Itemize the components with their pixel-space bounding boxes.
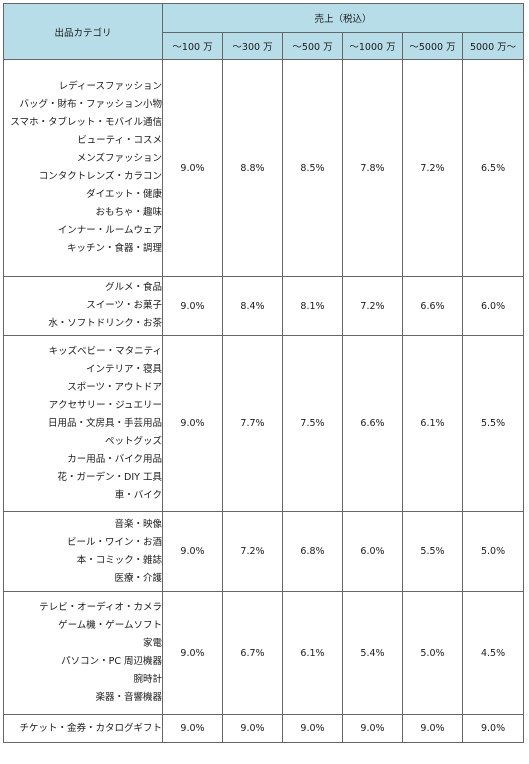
rate-cell: 8.1% xyxy=(282,276,343,336)
category-item: おもちゃ・趣味 xyxy=(95,207,162,218)
category-item: 腕時計 xyxy=(133,674,162,685)
category-cell: キッズベビー・マタニティ インテリア・寝具 スポーツ・アウトドア アクセサリー・… xyxy=(3,335,163,512)
rate-cell: 5.4% xyxy=(342,591,403,715)
rate-cell: 6.6% xyxy=(402,276,463,336)
category-item: コンタクトレンズ・カラコン xyxy=(38,171,162,182)
category-item: 車・バイク xyxy=(114,489,162,501)
rate-cell: 7.2% xyxy=(222,511,283,592)
tier-header: ～300 万 xyxy=(222,32,283,60)
rate-cell: 8.4% xyxy=(222,276,283,336)
category-item: ビール・ワイン・お酒 xyxy=(66,536,162,548)
rate-cell: 9.0% xyxy=(162,714,223,743)
category-item: 花・ガーデン・DIY 工具 xyxy=(57,471,162,483)
tier-header: ～5000 万 xyxy=(402,32,463,60)
rate-cell: 8.5% xyxy=(282,59,343,277)
category-item: ビューティ・コスメ xyxy=(77,135,162,146)
table-row: グルメ・食品 スイーツ・お菓子 水・ソフトドリンク・お茶 9.0% 8.4% 8… xyxy=(3,276,525,336)
category-cell: テレビ・オーディオ・カメラ ゲーム機・ゲームソフト 家電 パソコン・PC 周辺機… xyxy=(3,591,163,715)
rate-cell: 5.0% xyxy=(402,591,463,715)
category-item: ペットグッズ xyxy=(104,435,162,447)
rate-cell: 9.0% xyxy=(162,511,223,592)
category-item: アクセサリー・ジュエリー xyxy=(48,399,162,411)
rate-cell: 6.0% xyxy=(342,511,403,592)
rate-cell: 8.8% xyxy=(222,59,283,277)
rate-cell: 6.5% xyxy=(461,59,525,277)
category-item: 水・ソフトドリンク・お茶 xyxy=(48,318,162,329)
fee-rate-table: 出品カテゴリ 売上（税込） ～100 万 ～300 万 ～500 万 ～1000… xyxy=(3,3,525,743)
rate-cell: 6.6% xyxy=(342,335,403,512)
rate-cell: 5.5% xyxy=(402,511,463,592)
category-item: インナー・ルームウェア xyxy=(57,225,162,236)
rate-cell: 6.1% xyxy=(402,335,463,512)
tier-header: ～100 万 xyxy=(162,32,223,60)
category-item: レディースファッション xyxy=(58,81,162,92)
tier-header: ～1000 万 xyxy=(342,32,403,60)
category-column-header: 出品カテゴリ xyxy=(3,3,163,60)
rate-cell: 9.0% xyxy=(162,276,223,336)
rate-cell: 6.8% xyxy=(282,511,343,592)
category-cell: グルメ・食品 スイーツ・お菓子 水・ソフトドリンク・お茶 xyxy=(3,276,163,336)
rate-cell: 5.5% xyxy=(461,335,525,512)
category-item: 日用品・文房具・手芸用品 xyxy=(47,417,162,429)
category-item: チケット・金券・カタログギフト xyxy=(19,722,162,734)
rate-cell: 9.0% xyxy=(342,714,403,743)
category-item: スマホ・タブレット・モバイル通信 xyxy=(10,117,162,128)
category-item: グルメ・食品 xyxy=(104,282,162,293)
category-item: パソコン・PC 周辺機器 xyxy=(61,656,162,667)
category-cell: レディースファッション バッグ・財布・ファッション小物 スマホ・タブレット・モバ… xyxy=(3,59,163,277)
category-item: バッグ・財布・ファッション小物 xyxy=(19,99,162,110)
table-header: 出品カテゴリ 売上（税込） ～100 万 ～300 万 ～500 万 ～1000… xyxy=(3,3,525,60)
rate-cell: 5.0% xyxy=(461,511,525,592)
rate-cell: 6.1% xyxy=(282,591,343,715)
rate-cell: 6.7% xyxy=(222,591,283,715)
tier-header: 5000 万～ xyxy=(461,32,525,60)
category-item: インテリア・寝具 xyxy=(85,363,162,375)
category-item: メンズファッション xyxy=(76,153,162,164)
rate-cell: 9.0% xyxy=(461,714,525,743)
category-item: 家電 xyxy=(142,638,162,649)
fee-table-container: 出品カテゴリ 売上（税込） ～100 万 ～300 万 ～500 万 ～1000… xyxy=(3,3,525,743)
category-item: スイーツ・お菓子 xyxy=(86,300,162,311)
category-item: 楽器・音響機器 xyxy=(95,692,162,703)
category-item: テレビ・オーディオ・カメラ xyxy=(39,602,162,613)
table-row: レディースファッション バッグ・財布・ファッション小物 スマホ・タブレット・モバ… xyxy=(3,59,525,277)
category-item: カー用品・バイク用品 xyxy=(67,453,162,465)
rate-cell: 7.2% xyxy=(402,59,463,277)
category-cell: 音楽・映像 ビール・ワイン・お酒 本・コミック・雑誌 医療・介護 xyxy=(3,511,163,592)
table-row: キッズベビー・マタニティ インテリア・寝具 スポーツ・アウトドア アクセサリー・… xyxy=(3,335,525,512)
category-item: 医療・介護 xyxy=(114,572,162,584)
category-item: ダイエット・健康 xyxy=(86,189,162,200)
table-row: テレビ・オーディオ・カメラ ゲーム機・ゲームソフト 家電 パソコン・PC 周辺機… xyxy=(3,591,525,715)
rate-cell: 9.0% xyxy=(222,714,283,743)
rate-cell: 4.5% xyxy=(461,591,525,715)
rate-cell: 7.5% xyxy=(282,335,343,512)
category-item: キッチン・食器・調理 xyxy=(66,243,162,254)
table-body: レディースファッション バッグ・財布・ファッション小物 スマホ・タブレット・モバ… xyxy=(3,59,525,743)
rate-cell: 9.0% xyxy=(162,335,223,512)
table-row: 音楽・映像 ビール・ワイン・お酒 本・コミック・雑誌 医療・介護 9.0% 7.… xyxy=(3,511,525,592)
rate-cell: 6.0% xyxy=(461,276,525,336)
rate-cell: 7.8% xyxy=(342,59,403,277)
category-item: スポーツ・アウトドア xyxy=(67,381,162,393)
table-row: チケット・金券・カタログギフト 9.0% 9.0% 9.0% 9.0% 9.0%… xyxy=(3,714,525,743)
tier-header: ～500 万 xyxy=(282,32,343,60)
rate-cell: 9.0% xyxy=(282,714,343,743)
rate-cell: 9.0% xyxy=(162,591,223,715)
category-item: ゲーム機・ゲームソフト xyxy=(58,620,162,631)
rate-cell: 7.7% xyxy=(222,335,283,512)
category-item: 本・コミック・雑誌 xyxy=(76,554,162,566)
category-cell: チケット・金券・カタログギフト xyxy=(3,714,163,743)
rate-cell: 9.0% xyxy=(162,59,223,277)
category-item: 音楽・映像 xyxy=(114,518,162,530)
rate-cell: 7.2% xyxy=(342,276,403,336)
category-item: キッズベビー・マタニティ xyxy=(48,345,162,357)
sales-column-header: 売上（税込） xyxy=(161,3,525,33)
rate-cell: 9.0% xyxy=(402,714,463,743)
